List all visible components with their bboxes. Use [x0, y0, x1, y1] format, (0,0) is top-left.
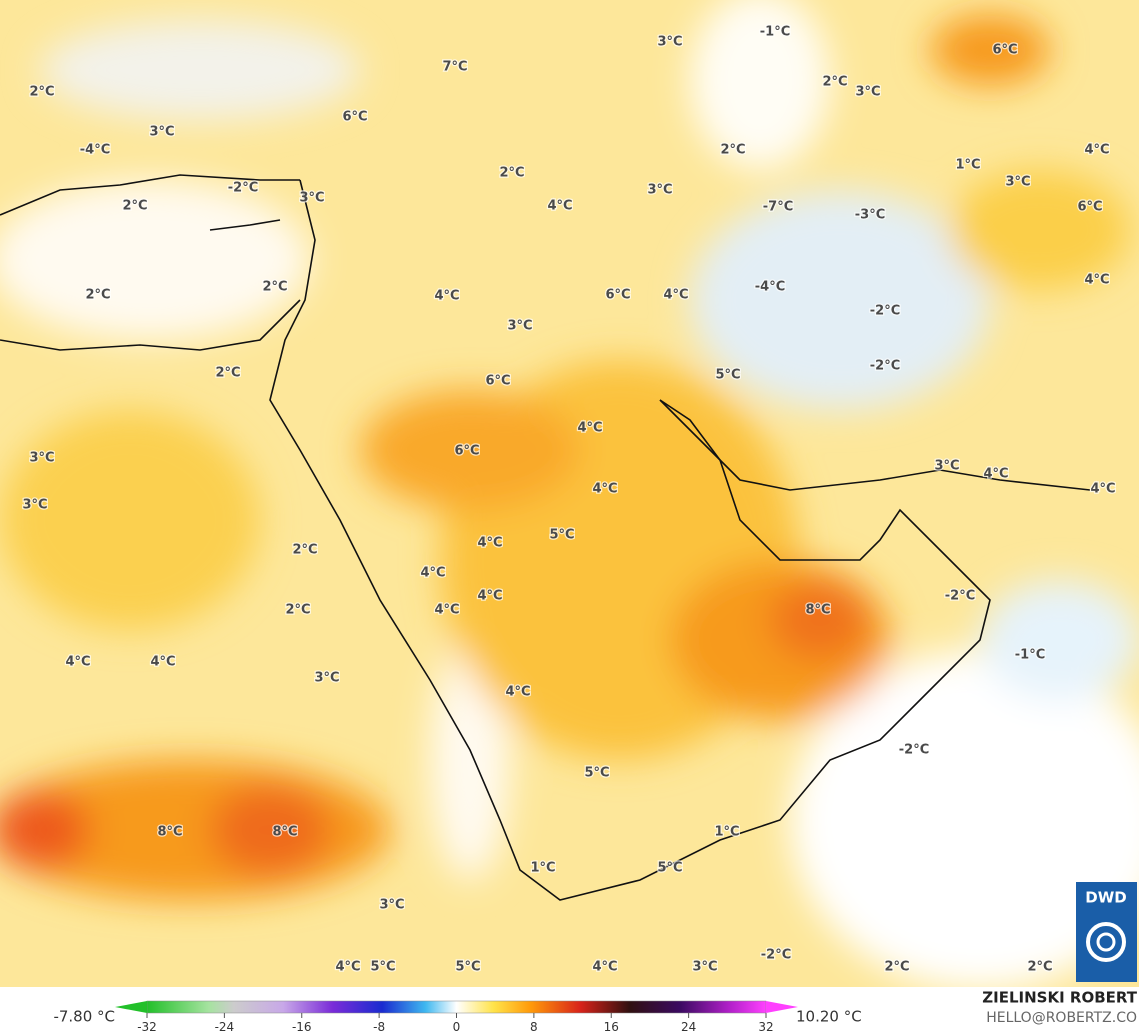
colorbar-tick-label: 0	[453, 1020, 461, 1034]
map-label: 3°C	[657, 35, 682, 50]
map-label: 4°C	[150, 655, 175, 670]
map-label: 5°C	[657, 861, 682, 876]
map-label: 7°C	[442, 60, 467, 75]
map-label: 5°C	[370, 960, 395, 975]
map-label: 3°C	[855, 85, 880, 100]
map-label: 4°C	[983, 467, 1008, 482]
map-label: 6°C	[342, 110, 367, 125]
map-label: 5°C	[455, 960, 480, 975]
colorbar-tick-label: 24	[681, 1020, 696, 1034]
colorbar-max: 10.20 °C	[796, 1008, 862, 1026]
map-label: 1°C	[530, 861, 555, 876]
map-label: 3°C	[934, 459, 959, 474]
colorbar-tick-label: 32	[758, 1020, 773, 1034]
map-label: 4°C	[477, 589, 502, 604]
map-label: 6°C	[605, 288, 630, 303]
map-label: 2°C	[215, 366, 240, 381]
map-label: -1°C	[1015, 648, 1045, 663]
map-label: -2°C	[761, 948, 791, 963]
map-label: 3°C	[692, 960, 717, 975]
map-label: 6°C	[485, 374, 510, 389]
map-label: 4°C	[592, 960, 617, 975]
map-label: 1°C	[955, 158, 980, 173]
map-label: 3°C	[29, 451, 54, 466]
map-label: 4°C	[592, 482, 617, 497]
map-label: -3°C	[855, 208, 885, 223]
map-label: 2°C	[720, 143, 745, 158]
map-label: 4°C	[335, 960, 360, 975]
map-label: 4°C	[420, 566, 445, 581]
map-label: 5°C	[549, 528, 574, 543]
map-label: 6°C	[992, 43, 1017, 58]
map-label: -2°C	[899, 743, 929, 758]
map-label: 6°C	[1077, 200, 1102, 215]
map-label: 3°C	[379, 898, 404, 913]
map-label: -4°C	[80, 143, 110, 158]
map-label: 3°C	[1005, 175, 1030, 190]
logo-text: DWD	[1085, 889, 1126, 907]
map-label: 2°C	[822, 75, 847, 90]
map-label: -2°C	[870, 304, 900, 319]
map-label: 2°C	[29, 85, 54, 100]
map-label: -2°C	[945, 589, 975, 604]
map-label: 4°C	[434, 603, 459, 618]
map-label: -1°C	[760, 25, 790, 40]
map-label: 2°C	[1027, 960, 1052, 975]
map-label: 5°C	[584, 766, 609, 781]
map-label: 8°C	[805, 603, 830, 618]
map-label: 2°C	[292, 543, 317, 558]
map-label: 3°C	[507, 319, 532, 334]
map-label: -4°C	[755, 280, 785, 295]
map-label: 4°C	[663, 288, 688, 303]
colorbar-tick-label: -32	[137, 1020, 157, 1034]
map-label: 6°C	[454, 444, 479, 459]
map-label: 4°C	[434, 289, 459, 304]
map-label: 3°C	[314, 671, 339, 686]
map-label: 2°C	[262, 280, 287, 295]
map-label: 2°C	[122, 199, 147, 214]
map-label: 1°C	[714, 825, 739, 840]
map-label: 4°C	[505, 685, 530, 700]
map-label: 3°C	[149, 125, 174, 140]
map-label: 2°C	[499, 166, 524, 181]
colorbar-min: -7.80 °C	[53, 1008, 115, 1026]
colorbar-tick-label: -24	[215, 1020, 235, 1034]
map-label: 4°C	[65, 655, 90, 670]
map-label: 2°C	[285, 603, 310, 618]
colorbar-tick-label: 8	[530, 1020, 538, 1034]
map-label: 4°C	[547, 199, 572, 214]
map-label: 4°C	[1090, 482, 1115, 497]
email: HELLO@ROBERTZ.CO	[986, 1010, 1137, 1026]
colorbar-tick-label: -8	[373, 1020, 385, 1034]
colorbar: -32 -24 -16 -8 0 8 16 24 32	[137, 1013, 774, 1034]
colorbar-tick-label: 16	[604, 1020, 619, 1034]
map-label: -7°C	[763, 200, 793, 215]
map-label: 2°C	[884, 960, 909, 975]
map-label: 8°C	[272, 825, 297, 840]
map-labels: -1°C 6°C 3°C 7°C 2°C 3°C 2°C 6°C 3°C -4°C 2°C 1°C 4°…	[21, 23, 1117, 976]
map-label: -2°C	[228, 181, 258, 196]
map-label: 4°C	[1084, 273, 1109, 288]
map-label: 3°C	[647, 183, 672, 198]
map-label: 3°C	[22, 498, 47, 513]
map-label: 2°C	[85, 288, 110, 303]
colorbar-tick-label: -16	[292, 1020, 312, 1034]
map-label: 3°C	[299, 191, 324, 206]
map-label: 5°C	[715, 368, 740, 383]
map-label: 4°C	[477, 536, 502, 551]
map-label: 4°C	[1084, 143, 1109, 158]
map-label: -2°C	[870, 359, 900, 374]
map-label: 4°C	[577, 421, 602, 436]
author: ZIELINSKI ROBERT	[982, 989, 1137, 1007]
map-label: 8°C	[157, 825, 182, 840]
